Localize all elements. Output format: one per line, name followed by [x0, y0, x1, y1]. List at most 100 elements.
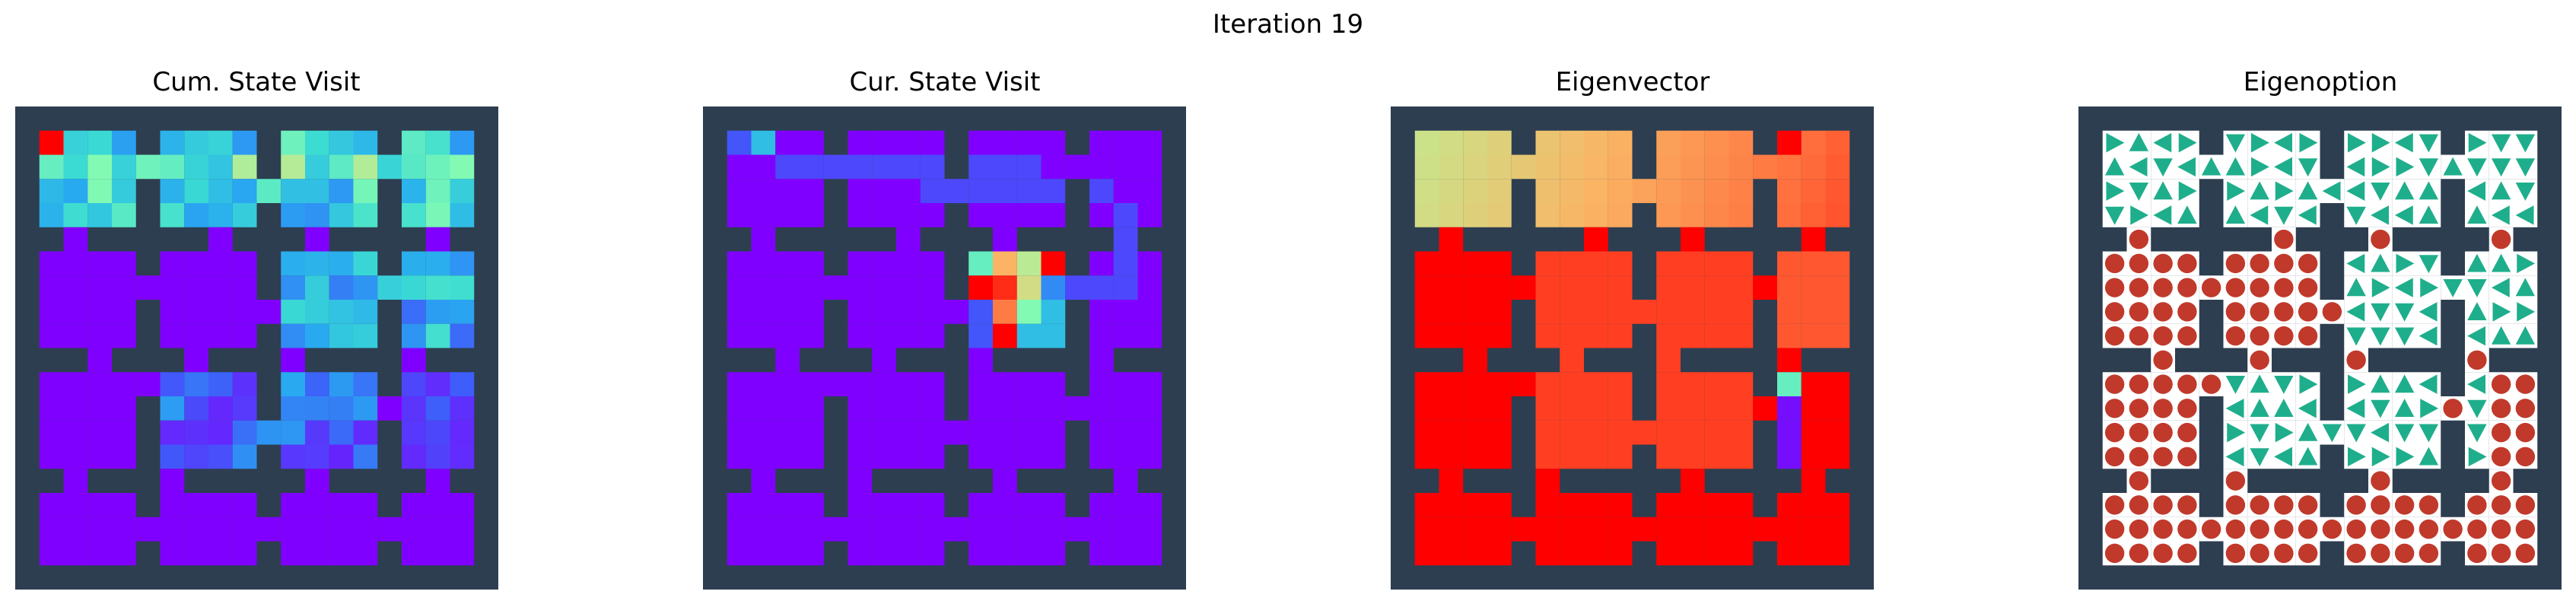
grid-cell — [848, 179, 873, 203]
grid-cell — [402, 251, 426, 276]
grid-cell — [1560, 541, 1584, 566]
terminate-marker — [2153, 278, 2173, 297]
terminate-marker — [2153, 350, 2173, 370]
grid-cell — [112, 541, 136, 566]
option-arrow — [2396, 447, 2415, 467]
grid-cell — [353, 420, 378, 445]
grid-cell — [944, 179, 969, 203]
grid-cell — [208, 372, 233, 396]
grid-cell — [160, 517, 185, 542]
grid-cell — [39, 517, 64, 542]
grid-cell — [329, 517, 354, 542]
grid-cell — [112, 154, 136, 180]
grid-cell — [450, 323, 475, 348]
grid-cell — [1801, 469, 1826, 493]
option-arrow — [2396, 157, 2415, 177]
grid-cell — [1016, 420, 1042, 445]
grid-cell — [112, 517, 136, 542]
grid-cell — [1656, 517, 1681, 542]
grid-cell — [1414, 517, 1439, 542]
terminate-marker — [2274, 229, 2294, 250]
grid-cell — [1704, 323, 1729, 348]
terminate-marker — [2250, 253, 2269, 274]
grid-cell — [920, 493, 945, 517]
grid-cell — [1535, 275, 1560, 300]
grid-cell — [1041, 323, 1066, 348]
grid-cell — [1584, 517, 1608, 542]
terminate-marker — [2491, 399, 2511, 418]
grid-cell — [1825, 203, 1850, 227]
grid-cell — [872, 420, 896, 445]
grid-cell — [281, 444, 305, 469]
grid-cell — [135, 372, 161, 396]
grid-cell — [968, 493, 993, 517]
terminate-marker — [2129, 253, 2149, 274]
grid-cell — [1777, 179, 1802, 203]
grid-cell — [1584, 300, 1608, 324]
option-arrow — [2298, 447, 2318, 466]
grid-cell — [1801, 275, 1826, 300]
grid-cell — [1463, 396, 1487, 421]
grid-cell — [1560, 203, 1584, 227]
terminate-marker — [2177, 399, 2197, 418]
grid-cell — [353, 154, 378, 180]
grid-cell — [1113, 323, 1138, 348]
grid-cell — [993, 372, 1017, 396]
grid-cell — [184, 251, 208, 276]
grid-cell — [281, 323, 305, 348]
grid-cell — [281, 154, 305, 180]
grid-cell — [160, 154, 185, 180]
grid-cell — [1632, 300, 1657, 324]
grid-cell — [775, 493, 800, 517]
grid-cell — [281, 275, 305, 300]
grid-cell — [63, 541, 88, 566]
option-arrow — [2517, 253, 2536, 274]
option-arrow — [2491, 181, 2511, 200]
grid-cell — [1535, 469, 1560, 493]
grid-cell — [993, 130, 1017, 155]
grid-cell — [968, 251, 993, 276]
grid-cell — [1113, 372, 1138, 396]
option-arrow — [2467, 158, 2487, 177]
grid-cell — [1016, 323, 1042, 348]
grid-cell — [1016, 179, 1042, 203]
terminate-marker — [2346, 543, 2366, 564]
grid-cell — [1681, 203, 1705, 227]
grid-cell — [1041, 541, 1066, 566]
grid-cell — [425, 251, 450, 276]
terminate-marker — [2491, 495, 2511, 515]
grid-cell — [1414, 130, 1439, 155]
terminate-marker — [2225, 519, 2246, 539]
grid-cell — [1681, 541, 1705, 566]
grid-cell — [63, 323, 88, 348]
grid-cell — [232, 372, 257, 396]
terminate-marker — [2298, 543, 2318, 564]
grid-cell — [87, 323, 112, 348]
grid-cell — [1560, 420, 1584, 445]
grid-cell — [135, 154, 161, 180]
grid-cell — [1656, 179, 1681, 203]
grid-cell — [63, 227, 88, 252]
grid-cell — [968, 203, 993, 227]
grid-cell — [184, 444, 208, 469]
terminate-marker — [2177, 253, 2197, 274]
grid-cell — [1463, 493, 1487, 517]
grid-cell — [1041, 179, 1066, 203]
grid-cell — [1137, 517, 1162, 542]
grid-cell — [968, 130, 993, 155]
grid-cell — [39, 444, 64, 469]
option-arrow — [2106, 181, 2125, 201]
grid-cell — [353, 372, 378, 396]
option-arrow — [2394, 205, 2413, 225]
grid-cell — [1439, 541, 1464, 566]
grid-cell — [800, 300, 824, 324]
grid-cell — [232, 130, 257, 155]
option-arrow — [2250, 399, 2269, 417]
panel-title-eigenoption: Eigenoption — [2243, 67, 2398, 97]
grid-cell — [402, 203, 426, 227]
grid-cell — [1535, 517, 1560, 542]
grid-cell — [305, 179, 329, 203]
grid-cell — [112, 493, 136, 517]
grid-cell — [993, 179, 1017, 203]
grid-cell — [1439, 493, 1464, 517]
